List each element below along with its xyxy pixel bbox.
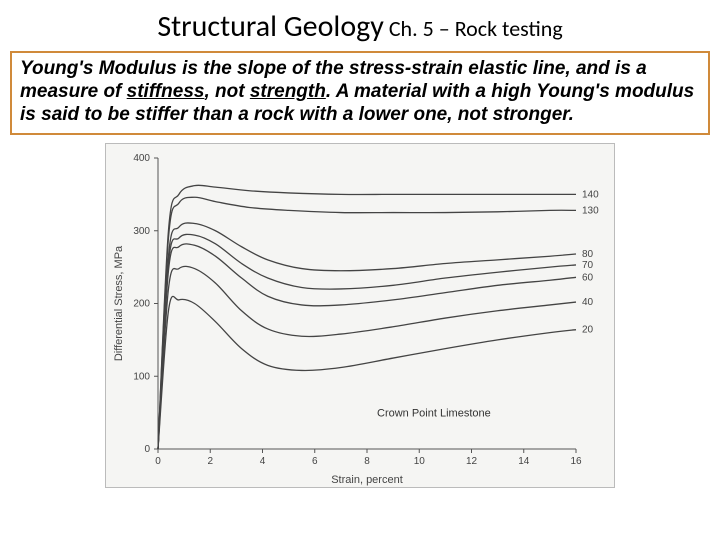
svg-text:Differential Stress, MPa: Differential Stress, MPa: [113, 244, 125, 360]
stress-strain-chart: 0 2 4 6 8 10 12 14 16 0 100 200 300 400 Strain, percen…: [105, 143, 615, 488]
svg-text:140: 140: [582, 189, 599, 200]
svg-text:2: 2: [207, 456, 213, 467]
svg-text:6: 6: [312, 456, 318, 467]
svg-text:10: 10: [414, 456, 426, 467]
svg-text:80: 80: [582, 249, 594, 260]
svg-text:14: 14: [518, 456, 530, 467]
text-underline-strength: strength: [250, 81, 326, 102]
svg-text:60: 60: [582, 272, 594, 283]
subtitle: Ch. 5 – Rock testing: [384, 15, 563, 42]
main-title: Structural Geology: [157, 8, 384, 45]
chart-svg: 0 2 4 6 8 10 12 14 16 0 100 200 300 400 Strain, percen…: [106, 144, 616, 489]
svg-text:0: 0: [155, 456, 161, 467]
svg-text:400: 400: [133, 153, 150, 164]
svg-text:70: 70: [582, 259, 594, 270]
svg-text:20: 20: [582, 324, 594, 335]
svg-text:200: 200: [133, 298, 150, 309]
svg-text:8: 8: [364, 456, 370, 467]
svg-text:40: 40: [582, 297, 594, 308]
svg-text:100: 100: [133, 371, 150, 382]
svg-text:0: 0: [144, 444, 150, 455]
svg-text:300: 300: [133, 225, 150, 236]
callout-text: Young's Modulus is the slope of the stre…: [20, 57, 700, 127]
svg-text:16: 16: [570, 456, 582, 467]
svg-text:12: 12: [466, 456, 478, 467]
text-part: , not: [204, 81, 249, 102]
page-header: Structural Geology Ch. 5 – Rock testing: [0, 0, 720, 49]
svg-text:4: 4: [260, 456, 266, 467]
svg-text:Strain, percent: Strain, percent: [331, 474, 403, 486]
svg-text:130: 130: [582, 205, 599, 216]
text-underline-stiffness: stiffness: [127, 81, 205, 102]
svg-text:Crown Point Limestone: Crown Point Limestone: [377, 407, 491, 419]
callout-box: Young's Modulus is the slope of the stre…: [10, 51, 710, 135]
